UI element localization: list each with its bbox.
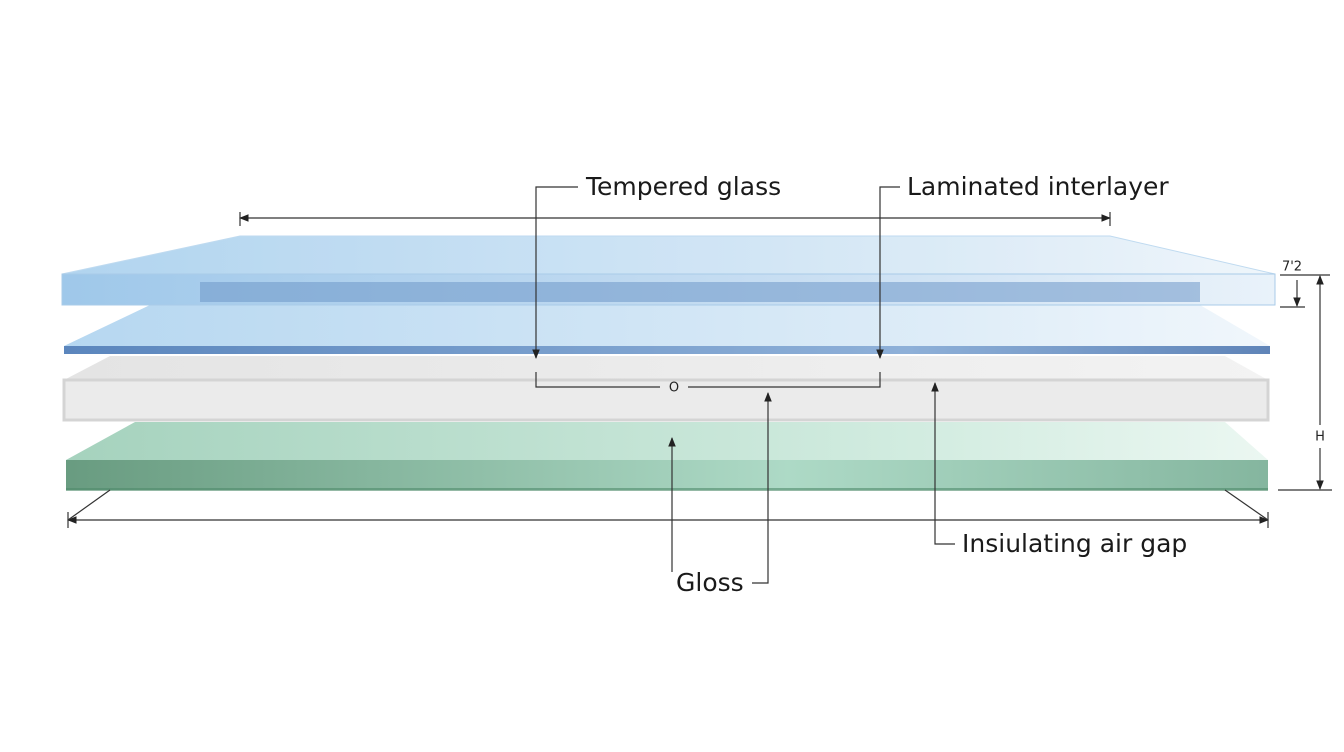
leader-lines <box>532 186 955 584</box>
dimension-thickness: 7'2 <box>1282 260 1302 275</box>
blue-interlayer <box>64 305 1270 354</box>
dimension-height: H <box>1315 430 1325 445</box>
label-gloss: Gloss <box>676 568 744 597</box>
top-glass-layer <box>61 235 1276 306</box>
green-glass-layer <box>66 422 1268 491</box>
label-laminated-interlayer: Laminated interlayer <box>907 172 1169 201</box>
label-air-gap: Insiulating air gap <box>962 529 1187 558</box>
dimension-lines <box>67 212 1332 528</box>
label-tempered-glass: Tempered glass <box>585 172 781 201</box>
gray-glass-layer <box>62 356 1270 422</box>
center-mark: O <box>669 381 679 396</box>
